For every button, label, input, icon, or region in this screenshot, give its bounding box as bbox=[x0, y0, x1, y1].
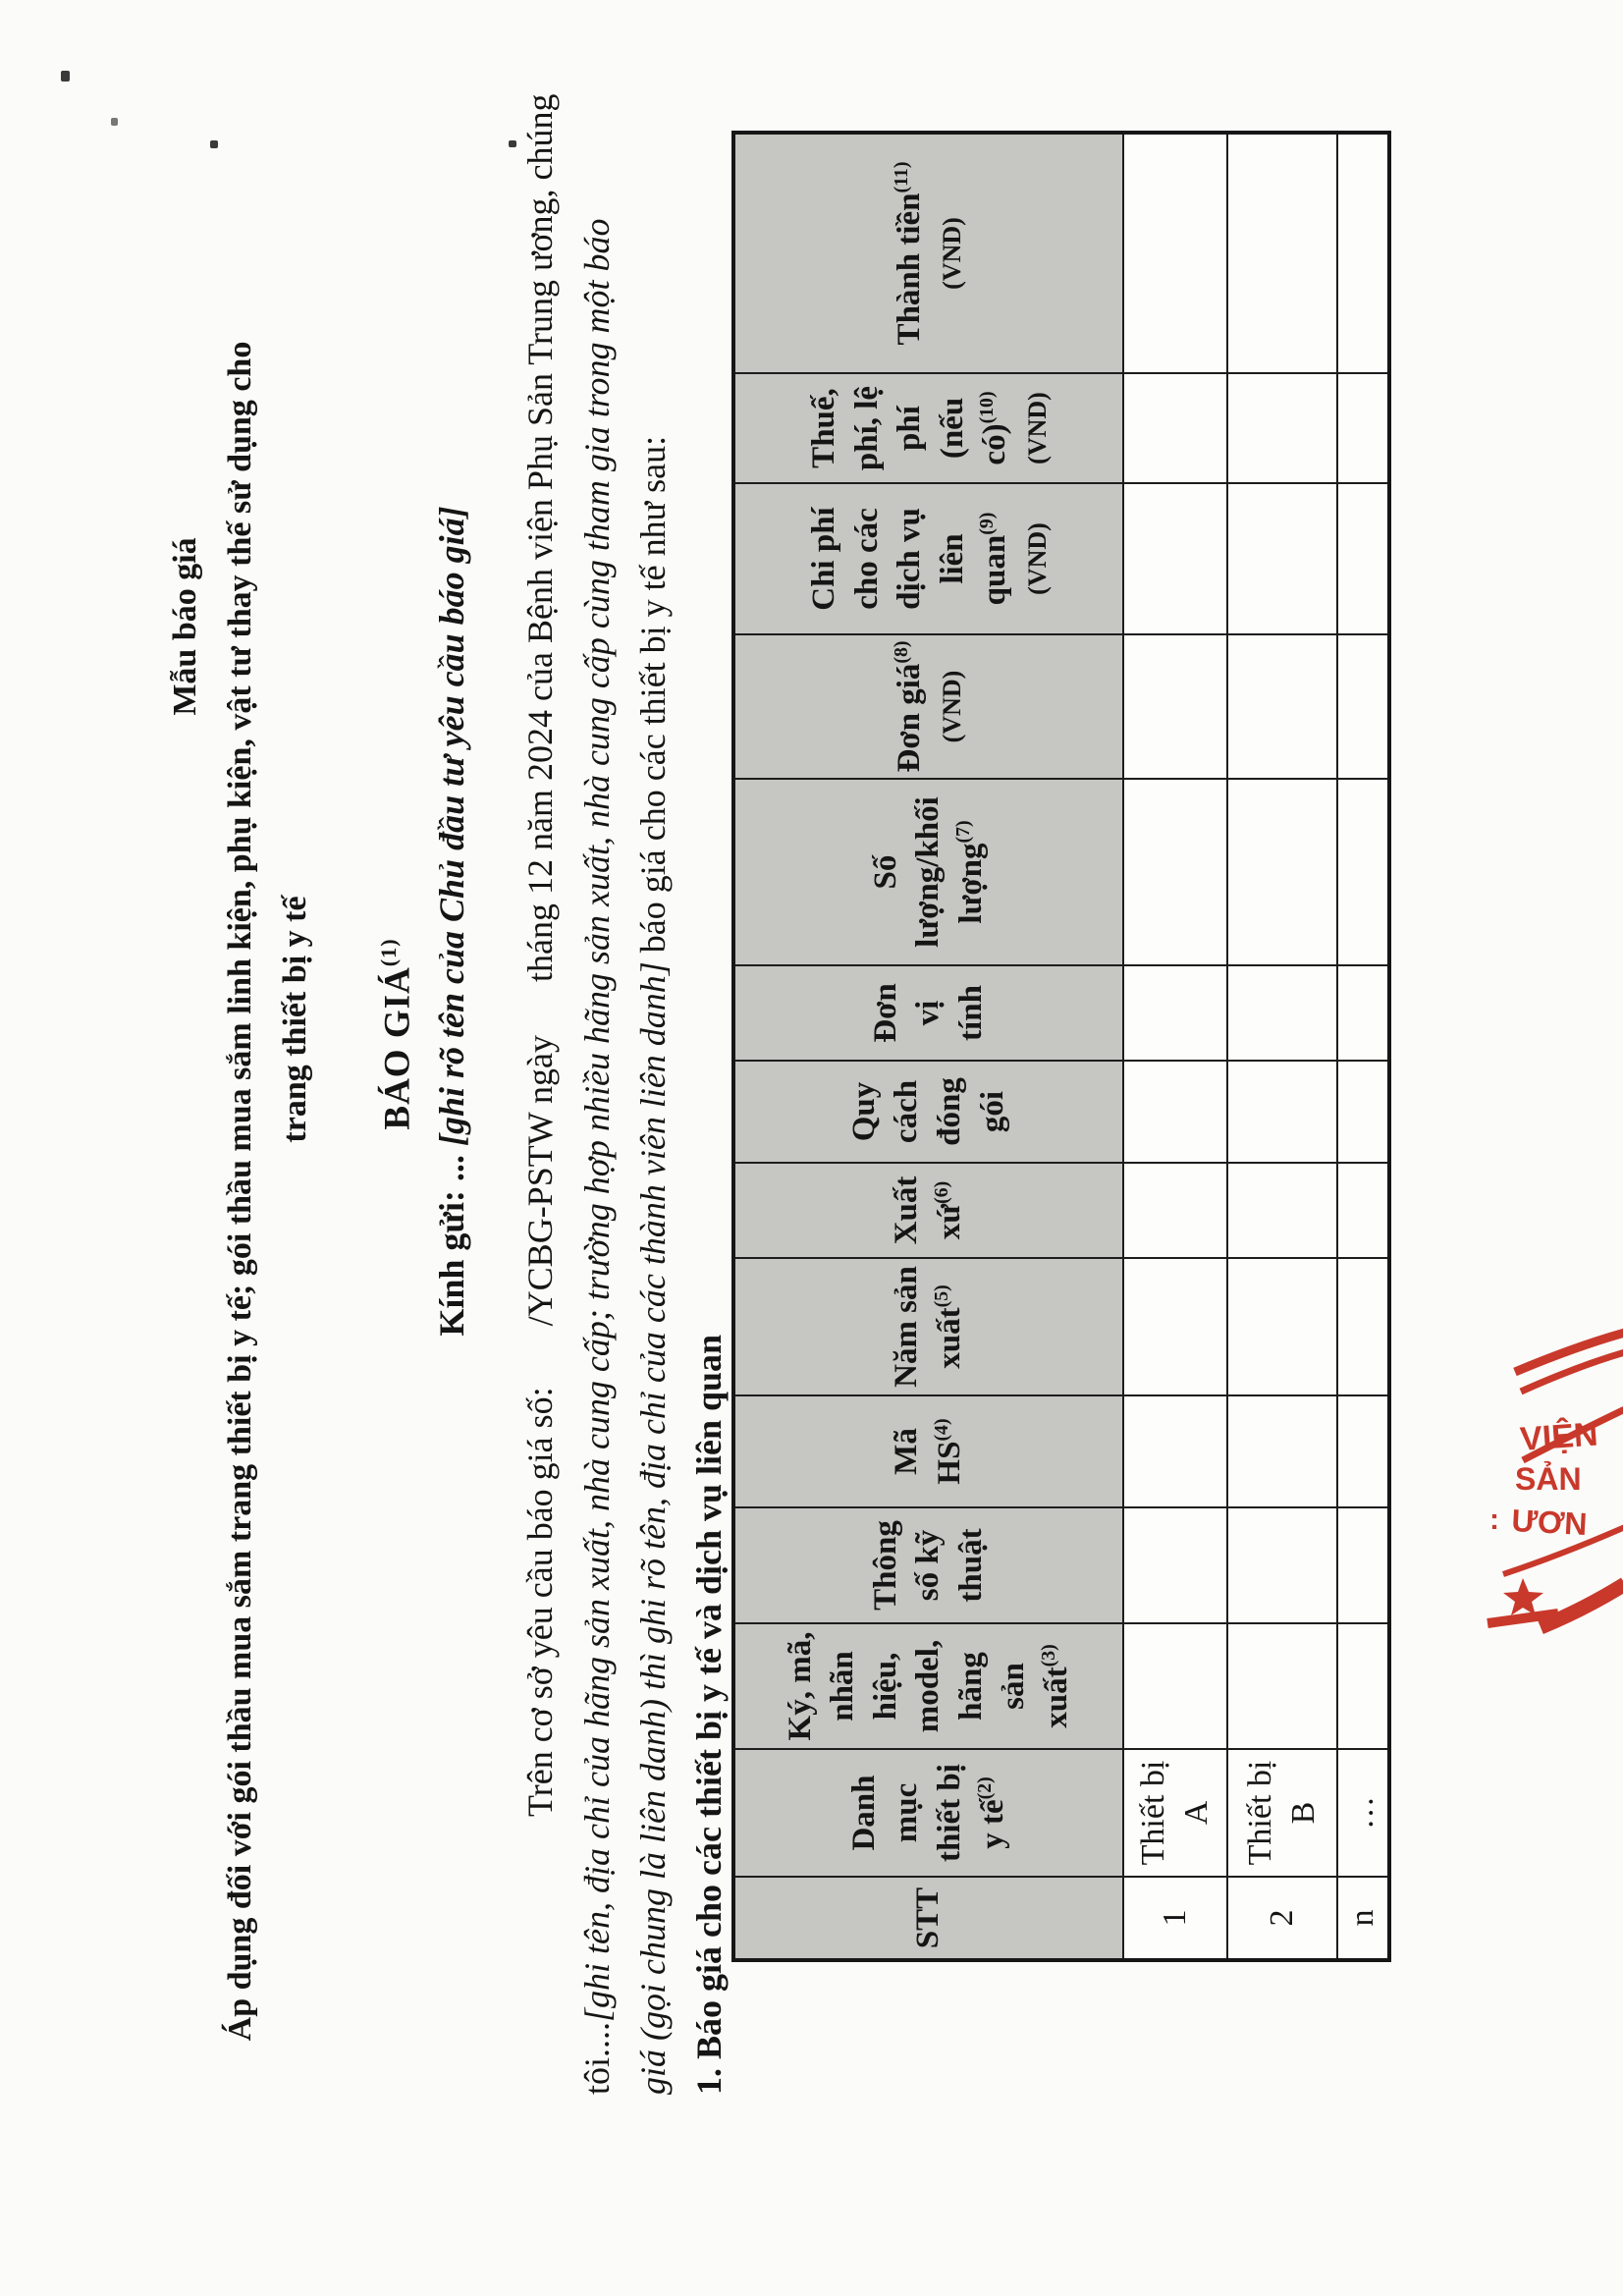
table-row: n… bbox=[1337, 133, 1389, 1960]
table-cell bbox=[1227, 1163, 1337, 1258]
paragraph-line1: Trên cơ sở yêu cầu báo giá số: /YCBG-PSTW… bbox=[518, 93, 563, 1817]
header-cell: Ký, mã, nhãn hiệu, model, hãng sản xuất(… bbox=[733, 1623, 1123, 1749]
table-cell bbox=[1123, 1507, 1227, 1623]
table-cell bbox=[1123, 373, 1227, 483]
table-cell: Thiết bị B bbox=[1227, 1749, 1337, 1877]
table-cell: 2 bbox=[1227, 1877, 1337, 1960]
scan-speck bbox=[111, 118, 118, 126]
header-cell: Xuất xứ(6) bbox=[733, 1163, 1123, 1258]
table-cell bbox=[1227, 483, 1337, 634]
seal-text-word2: SẢN bbox=[1515, 1461, 1582, 1497]
form-label: Mẫu báo giá bbox=[167, 537, 203, 716]
table-cell bbox=[1337, 965, 1389, 1061]
salutation-line: Kính gửi: ... [ghi rõ tên của Chủ đầu tư… bbox=[430, 506, 474, 1336]
header-cell: Quy cách đóng gói bbox=[733, 1061, 1123, 1163]
table-cell bbox=[1227, 1507, 1337, 1623]
scan-speck bbox=[61, 71, 70, 82]
table-cell bbox=[1123, 1061, 1227, 1163]
seal-text-prefix: : bbox=[1489, 1503, 1499, 1536]
table-cell bbox=[1337, 133, 1389, 373]
table-cell bbox=[1227, 1623, 1337, 1749]
table-header-row: STT Danh mục thiết bị y tế(2) Ký, mã, nhãn… bbox=[733, 133, 1123, 1960]
table-cell: Thiết bị A bbox=[1123, 1749, 1227, 1877]
header-cell: Năm sản xuất(5) bbox=[733, 1258, 1123, 1395]
paragraph-line1-date-issuer: tháng 12 năm 2024 của Bệnh viện Phụ Sản … bbox=[520, 93, 560, 982]
table-cell bbox=[1123, 634, 1227, 779]
paragraph-line1-doc-code: /YCBG-PSTW ngày bbox=[520, 1034, 560, 1327]
table-cell: 1 bbox=[1123, 1877, 1227, 1960]
table-cell bbox=[1123, 1258, 1227, 1395]
table-cell bbox=[1227, 965, 1337, 1061]
scan-speck bbox=[509, 140, 516, 147]
paragraph-line2-placeholder-note: [ghi tên, địa chỉ của hãng sản xuất, nhà… bbox=[577, 218, 617, 2022]
document-title-footnote: (1) bbox=[376, 938, 401, 967]
seal-outer-ring-arc bbox=[1513, 1328, 1623, 1377]
header-cell: Thuế, phí, lệ phí (nếu có)(10) (VND) bbox=[733, 373, 1123, 483]
salutation-recipient: Kính gửi: ... bbox=[432, 1155, 471, 1337]
paragraph-line2-lead: tôi.... bbox=[577, 2021, 617, 2095]
seal-inner-ring-arc bbox=[1502, 1524, 1623, 1577]
document-title: BÁO GIÁ(1) bbox=[375, 938, 421, 1129]
document-title-text: BÁO GIÁ bbox=[377, 966, 418, 1130]
table-cell bbox=[1227, 1061, 1337, 1163]
table-cell bbox=[1337, 779, 1389, 965]
table-cell bbox=[1227, 1395, 1337, 1507]
table-cell bbox=[1123, 965, 1227, 1061]
header-cell: STT bbox=[733, 1877, 1123, 1960]
seal-bottom-bar bbox=[1487, 1609, 1559, 1628]
seal-text-word3: ƯƠN bbox=[1511, 1503, 1589, 1542]
scope-note-line1: Áp dụng đối với gói thầu mua sắm trang t… bbox=[222, 341, 258, 2042]
table-cell bbox=[1123, 133, 1227, 373]
table-cell bbox=[1337, 1623, 1389, 1749]
seal-inner-ring-arc bbox=[1521, 1406, 1623, 1464]
table-cell bbox=[1123, 1395, 1227, 1507]
paragraph-line2: tôi....[ghi tên, địa chỉ của hãng sản xu… bbox=[575, 218, 620, 2095]
table-cell bbox=[1337, 483, 1389, 634]
table-cell bbox=[1337, 1258, 1389, 1395]
header-cell: Danh mục thiết bị y tế(2) bbox=[733, 1749, 1123, 1877]
salutation-placeholder-note: [ghi rõ tên của Chủ đầu tư yêu cầu báo g… bbox=[432, 506, 471, 1146]
seal-star-icon bbox=[1503, 1578, 1543, 1615]
header-cell: Đơn giá(8) (VND) bbox=[733, 634, 1123, 779]
table-row: 1 Thiết bị A bbox=[1123, 133, 1227, 1960]
seal-bottom-arc bbox=[1538, 1577, 1623, 1634]
table-cell bbox=[1123, 483, 1227, 634]
header-cell: Mã HS(4) bbox=[733, 1395, 1123, 1507]
table-cell bbox=[1227, 779, 1337, 965]
scope-note-line2: trang thiết bị y tế bbox=[277, 896, 313, 1143]
official-seal-partial: VIỆN SẢN : ƯƠN bbox=[1487, 1328, 1623, 1634]
paragraph-line1-request-ref: Trên cơ sở yêu cầu báo giá số: bbox=[520, 1387, 560, 1817]
header-cell: Số lượng/khối lượng(7) bbox=[733, 779, 1123, 965]
paragraph-line3: giá (gọi chung là liên danh) thì ghi rõ … bbox=[631, 436, 676, 2095]
table-cell bbox=[1227, 373, 1337, 483]
section-heading: 1. Báo giá cho các thiết bị y tế và dịch… bbox=[689, 1334, 729, 2095]
paragraph-line3-placeholder-note: giá (gọi chung là liên danh) thì ghi rõ … bbox=[633, 961, 673, 2095]
header-cell: Thành tiền(11) (VND) bbox=[733, 133, 1123, 373]
quotation-table: STT Danh mục thiết bị y tế(2) Ký, mã, nhãn… bbox=[731, 131, 1391, 1962]
header-cell: Thông số kỹ thuật bbox=[733, 1507, 1123, 1623]
table-cell bbox=[1227, 1258, 1337, 1395]
table-cell bbox=[1337, 1395, 1389, 1507]
table-cell: n bbox=[1337, 1877, 1389, 1960]
table-cell bbox=[1337, 1163, 1389, 1258]
table-cell bbox=[1123, 1163, 1227, 1258]
table-cell: … bbox=[1337, 1749, 1389, 1877]
seal-outer-ring-arc bbox=[1519, 1348, 1623, 1395]
header-cell: Chi phí cho các dịch vụ liên quan(9) (VND… bbox=[733, 483, 1123, 634]
table-cell bbox=[1337, 1061, 1389, 1163]
table-cell bbox=[1337, 373, 1389, 483]
scan-speck bbox=[210, 140, 218, 148]
table-cell bbox=[1123, 779, 1227, 965]
table-cell bbox=[1123, 1623, 1227, 1749]
header-cell: Đơn vị tính bbox=[733, 965, 1123, 1061]
paragraph-line3-tail: báo giá cho các thiết bị y tế như sau: bbox=[633, 435, 673, 962]
table-cell bbox=[1227, 634, 1337, 779]
table-cell bbox=[1227, 133, 1337, 373]
seal-text-word1: VIỆN bbox=[1519, 1416, 1599, 1458]
table-cell bbox=[1337, 634, 1389, 779]
table-row: 2 Thiết bị B bbox=[1227, 133, 1337, 1960]
table-cell bbox=[1337, 1507, 1389, 1623]
